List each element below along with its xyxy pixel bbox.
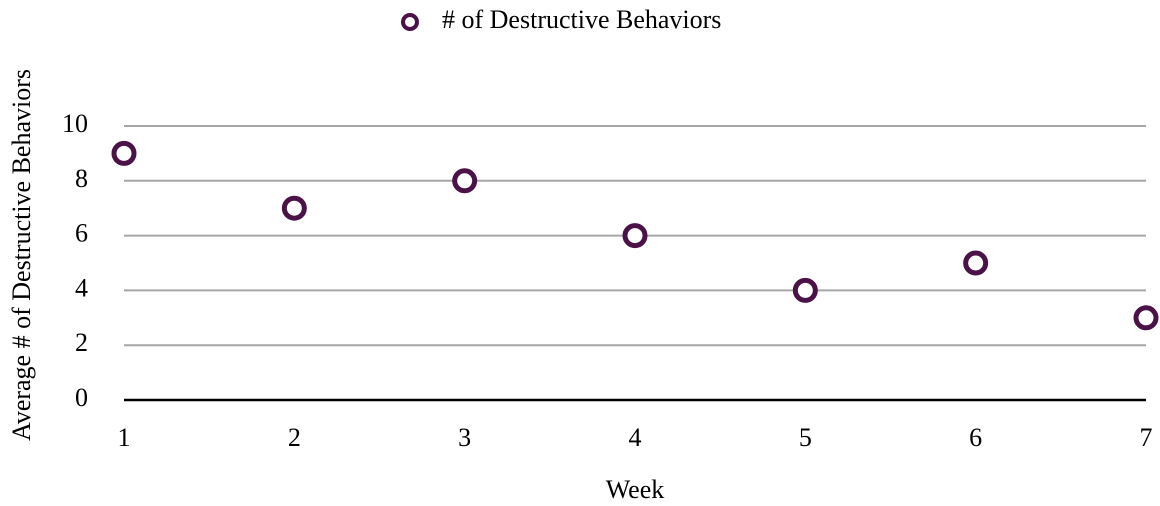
y-tick-label: 0: [75, 383, 88, 412]
legend-label: # of Destructive Behaviors: [442, 5, 721, 34]
point: [111, 140, 137, 166]
x-tick-label: 6: [969, 423, 982, 452]
point: [281, 195, 307, 221]
point: [622, 223, 648, 249]
legend-marker: [401, 13, 419, 31]
x-tick-label: 2: [288, 423, 301, 452]
x-tick-label: 5: [799, 423, 812, 452]
y-tick-label: 8: [75, 164, 88, 193]
x-axis-label: Week: [606, 475, 665, 504]
y-tick-label: 2: [75, 328, 88, 357]
y-tick-label: 6: [75, 219, 88, 248]
y-tick-label: 4: [75, 273, 88, 302]
x-tick-label: 7: [1140, 423, 1153, 452]
y-tick-label: 10: [62, 109, 88, 138]
point: [1133, 305, 1159, 331]
point: [792, 277, 818, 303]
point: [452, 168, 478, 194]
x-tick-label: 1: [118, 423, 131, 452]
point: [963, 250, 989, 276]
x-tick-label: 4: [629, 423, 642, 452]
x-tick-label: 3: [458, 423, 471, 452]
y-axis-label: Average # of Destructive Behaviors: [7, 69, 36, 441]
